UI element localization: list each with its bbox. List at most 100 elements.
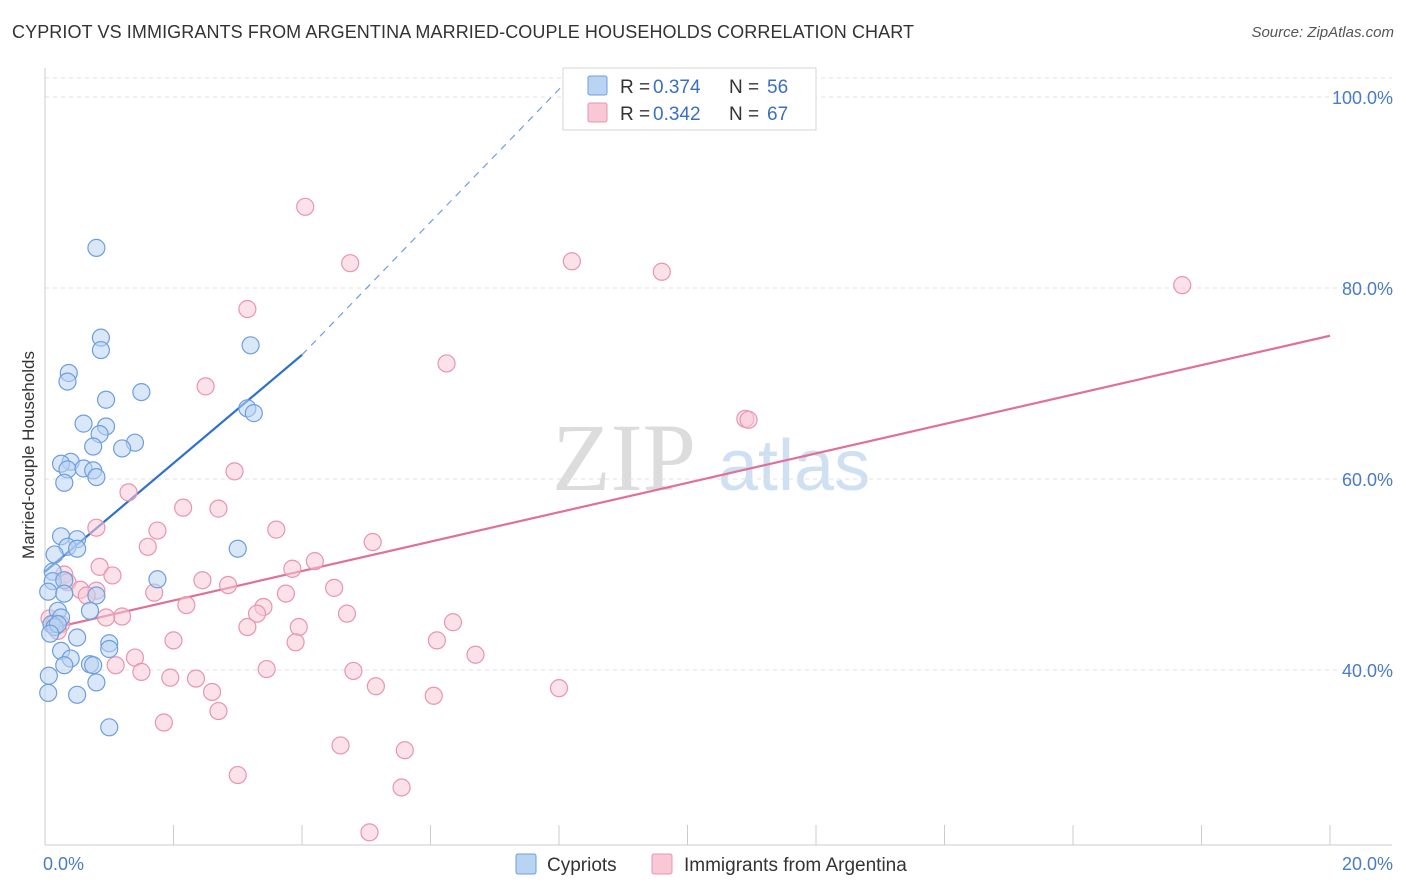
point-cypriots (74, 414, 93, 433)
point-cypriots (41, 624, 60, 643)
bottom-legend-swatch-argentina (651, 853, 673, 875)
legend-swatch-argentina (587, 102, 608, 123)
data-points (39, 197, 1192, 842)
chart-source: Source: ZipAtlas.com (1251, 24, 1394, 41)
x-tick-label: 20.0% (1342, 854, 1393, 874)
point-argentina (289, 617, 308, 637)
point-cypriots (96, 390, 116, 409)
point-cypriots (100, 718, 119, 737)
legend-top: R = 0.374 N = 56 R = 0.342 N = 67 (562, 67, 817, 131)
point-argentina (154, 713, 173, 732)
point-argentina (238, 617, 257, 637)
point-argentina (276, 584, 296, 603)
legend-swatch-cypriots (587, 75, 608, 96)
point-argentina (209, 701, 228, 721)
legend-n-value-cypriots: 56 (767, 77, 788, 98)
y-axis-label: Married-couple Households (19, 351, 38, 559)
point-argentina (228, 765, 247, 785)
point-cypriots (148, 570, 167, 589)
point-cypriots (39, 666, 58, 685)
point-argentina (202, 682, 222, 702)
point-argentina (344, 661, 363, 681)
point-argentina (395, 741, 414, 760)
point-cypriots (132, 382, 151, 402)
point-cypriots (39, 683, 58, 703)
point-argentina (132, 662, 151, 682)
y-tick-label: 40.0% (1342, 661, 1393, 681)
legend-r-label-argentina: R = (620, 104, 650, 125)
legend-bottom: Cypriots Immigrants from Argentina (515, 853, 907, 876)
point-argentina (427, 631, 447, 650)
point-cypriots (68, 539, 87, 558)
bottom-legend-label-cypriots: Cypriots (547, 855, 617, 876)
point-argentina (562, 252, 581, 271)
point-cypriots (39, 582, 58, 601)
gridlines (45, 77, 1392, 671)
point-argentina (186, 669, 206, 688)
point-argentina (138, 537, 157, 556)
point-argentina (238, 299, 257, 319)
point-argentina (174, 498, 193, 517)
point-argentina (337, 604, 357, 623)
point-cypriots (87, 586, 106, 605)
watermark: ZIP atlas (552, 404, 870, 511)
point-argentina (286, 633, 305, 652)
point-argentina (161, 668, 180, 687)
point-argentina (296, 197, 315, 216)
bottom-legend-swatch-cypriots (515, 853, 537, 875)
point-argentina (177, 595, 196, 615)
point-argentina (325, 578, 344, 597)
point-cypriots (228, 539, 247, 558)
y-tick-label: 60.0% (1342, 470, 1393, 490)
point-argentina (96, 608, 116, 627)
point-argentina (267, 520, 286, 539)
point-argentina (90, 557, 109, 576)
point-argentina (739, 410, 758, 429)
legend-r-value-argentina: 0.342 (653, 104, 701, 125)
point-cypriots (100, 639, 119, 659)
point-argentina (366, 677, 385, 696)
point-argentina (466, 645, 485, 664)
point-cypriots (244, 404, 263, 423)
point-cypriots (58, 372, 77, 391)
point-argentina (305, 552, 324, 571)
point-argentina (331, 736, 350, 755)
point-cypriots (55, 473, 74, 492)
point-argentina (443, 613, 463, 632)
point-argentina (437, 354, 456, 373)
point-cypriots (112, 439, 132, 458)
point-argentina (112, 607, 132, 626)
point-cypriots (68, 628, 87, 647)
point-argentina (225, 462, 244, 481)
trend-lines (44, 82, 1331, 631)
trend-line-argentina (44, 334, 1331, 631)
point-cypriots (80, 601, 100, 620)
trend-line-cypriots (44, 354, 303, 573)
point-cypriots (91, 340, 110, 360)
point-argentina (106, 656, 125, 675)
point-argentina (360, 823, 379, 842)
point-argentina (164, 631, 183, 650)
point-argentina (652, 262, 671, 281)
legend-n-value-argentina: 67 (767, 104, 788, 125)
point-argentina (219, 575, 238, 595)
trend-extension-cypriots (301, 82, 566, 356)
point-cypriots (87, 673, 106, 692)
y-tick-label: 80.0% (1342, 279, 1393, 299)
point-argentina (257, 659, 276, 679)
point-argentina (424, 686, 443, 705)
point-argentina (148, 521, 167, 540)
bottom-legend-label-argentina: Immigrants from Argentina (684, 855, 907, 876)
point-cypriots (84, 437, 103, 456)
y-tick-label: 100.0% (1332, 88, 1393, 108)
point-argentina (341, 254, 360, 273)
point-argentina (196, 377, 215, 396)
point-argentina (193, 571, 212, 590)
legend-n-label-argentina: N = (729, 104, 759, 125)
point-cypriots (241, 336, 260, 355)
y-axis-label-group: Married-couple Households (19, 351, 38, 559)
point-argentina (1173, 276, 1192, 295)
point-cypriots (84, 656, 103, 675)
point-argentina (283, 559, 302, 578)
